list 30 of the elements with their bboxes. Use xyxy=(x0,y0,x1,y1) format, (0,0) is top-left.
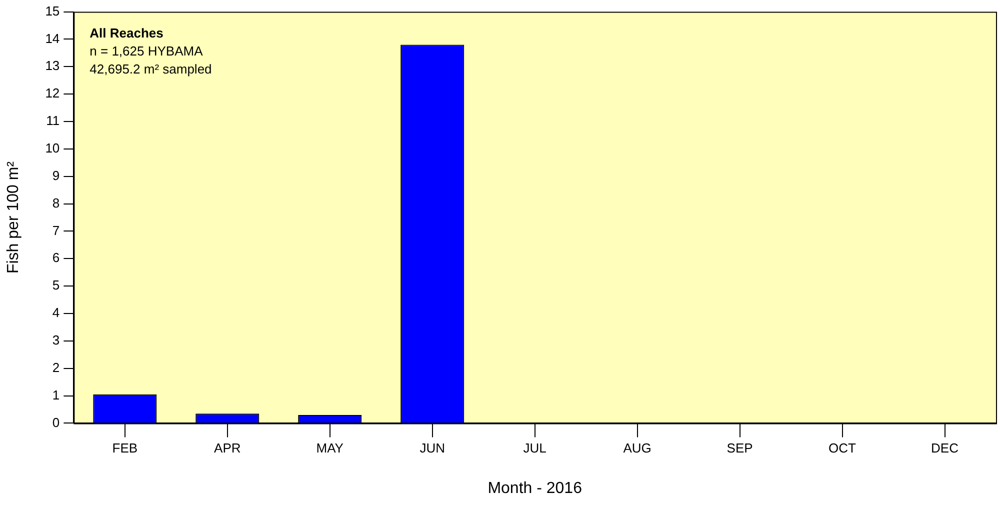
y-tick-label: 10 xyxy=(45,140,60,156)
x-tick-label: DEC xyxy=(931,440,958,456)
x-tick-label: MAY xyxy=(316,440,344,456)
annotation: n = 1,625 HYBAMA xyxy=(90,43,204,58)
y-tick-label: 2 xyxy=(52,360,60,375)
y-tick-label: 6 xyxy=(52,250,60,266)
x-tick-label: AUG xyxy=(623,440,652,456)
y-tick-label: 15 xyxy=(45,3,60,18)
y-tick-label: 7 xyxy=(52,222,60,238)
x-tick-label: JUN xyxy=(420,440,445,456)
y-tick-label: 4 xyxy=(52,305,60,320)
x-tick-label: APR xyxy=(214,440,241,456)
y-tick-label: 14 xyxy=(45,30,60,46)
x-axis-title: Month - 2016 xyxy=(488,480,582,497)
y-tick-label: 1 xyxy=(52,387,60,402)
y-tick-label: 8 xyxy=(52,195,60,210)
y-tick-label: 3 xyxy=(52,332,60,348)
y-tick-label: 13 xyxy=(45,58,60,74)
y-tick-label: 12 xyxy=(45,86,60,101)
x-tick-label: FEB xyxy=(112,440,138,456)
y-tick-label: 5 xyxy=(52,278,60,293)
annotation: All Reaches xyxy=(90,25,164,40)
x-tick-label: JUL xyxy=(523,440,546,456)
y-tick-label: 0 xyxy=(52,414,60,430)
x-tick-label: OCT xyxy=(828,440,856,456)
y-tick-label: 11 xyxy=(46,113,60,128)
y-tick-label: 9 xyxy=(52,168,60,183)
y-axis-title: Fish per 100 m² xyxy=(5,160,22,274)
x-tick-label: SEP xyxy=(726,440,753,456)
annotation: 42,695.2 m² sampled xyxy=(90,61,212,76)
